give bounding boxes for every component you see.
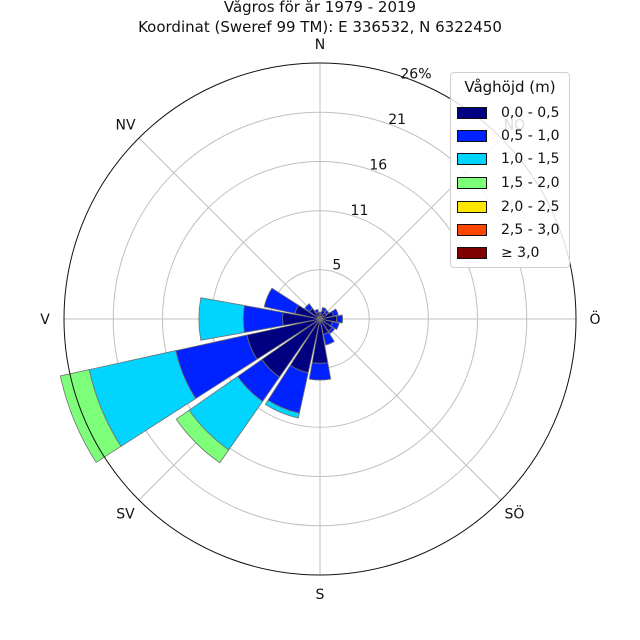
radial-tick-label: 21 bbox=[388, 112, 406, 128]
rose-wedge bbox=[330, 321, 340, 331]
legend-item: 0,0 - 0,5 bbox=[457, 103, 569, 123]
legend-item: ≥ 3,0 bbox=[457, 243, 569, 263]
outer-circle bbox=[63, 62, 577, 576]
legend-title: Våghöjd (m) bbox=[464, 78, 556, 96]
radial-tick-label: 16 bbox=[369, 157, 387, 173]
legend-label: 2,0 - 2,5 bbox=[501, 199, 560, 215]
radial-tick-label: 11 bbox=[351, 203, 369, 219]
legend-swatch bbox=[457, 107, 487, 119]
radial-tick-label: 5 bbox=[332, 258, 341, 274]
rose-wedge bbox=[304, 303, 314, 313]
rose-wedge bbox=[314, 308, 319, 314]
legend-label: 0,5 - 1,0 bbox=[501, 128, 560, 144]
legend-item: 1,5 - 2,0 bbox=[457, 173, 569, 193]
rose-wedge bbox=[198, 297, 245, 341]
direction-label: SV bbox=[116, 506, 135, 522]
legend: Våghöjd (m) 0,0 - 0,5 0,5 - 1,0 1,0 - 1,… bbox=[450, 72, 570, 268]
rose-wedge bbox=[59, 369, 122, 463]
legend-item: 2,0 - 2,5 bbox=[457, 197, 569, 217]
legend-item: 0,5 - 1,0 bbox=[457, 126, 569, 146]
rose-wedge bbox=[322, 331, 335, 346]
angular-gridline bbox=[138, 137, 321, 320]
angular-gridline bbox=[319, 318, 502, 501]
rose-wedge bbox=[175, 409, 230, 464]
chart-title: Vågros för år 1979 - 2019 bbox=[223, 0, 417, 16]
rose-wedge bbox=[308, 362, 332, 381]
legend-label: 2,5 - 3,0 bbox=[501, 222, 560, 238]
rose-wedge bbox=[331, 308, 339, 317]
direction-label: SÖ bbox=[505, 504, 525, 522]
legend-swatch bbox=[457, 153, 487, 165]
direction-label: V bbox=[40, 312, 50, 328]
legend-label: 1,0 - 1,5 bbox=[501, 151, 560, 167]
chart-subtitle: Koordinat (Sweref 99 TM): E 336532, N 63… bbox=[138, 18, 502, 36]
legend-swatch bbox=[457, 247, 487, 259]
direction-label: N bbox=[315, 37, 325, 53]
legend-label: ≥ 3,0 bbox=[501, 245, 540, 261]
direction-label: S bbox=[316, 587, 325, 603]
legend-swatch bbox=[457, 201, 487, 213]
rose-wedge bbox=[336, 314, 344, 324]
legend-swatch bbox=[457, 224, 487, 236]
direction-label: NV bbox=[116, 118, 136, 134]
legend-item: 2,5 - 3,0 bbox=[457, 220, 569, 240]
legend-swatch bbox=[457, 177, 487, 189]
radial-tick-label: 26% bbox=[400, 66, 431, 82]
legend-label: 1,5 - 2,0 bbox=[501, 175, 560, 191]
direction-label: Ö bbox=[589, 310, 600, 328]
legend-label: 0,0 - 0,5 bbox=[501, 105, 560, 121]
legend-item: 1,0 - 1,5 bbox=[457, 149, 569, 169]
rose-wedge bbox=[263, 287, 299, 314]
rose-wedge bbox=[327, 326, 336, 335]
rose-wedge bbox=[264, 399, 300, 419]
legend-swatch bbox=[457, 130, 487, 142]
